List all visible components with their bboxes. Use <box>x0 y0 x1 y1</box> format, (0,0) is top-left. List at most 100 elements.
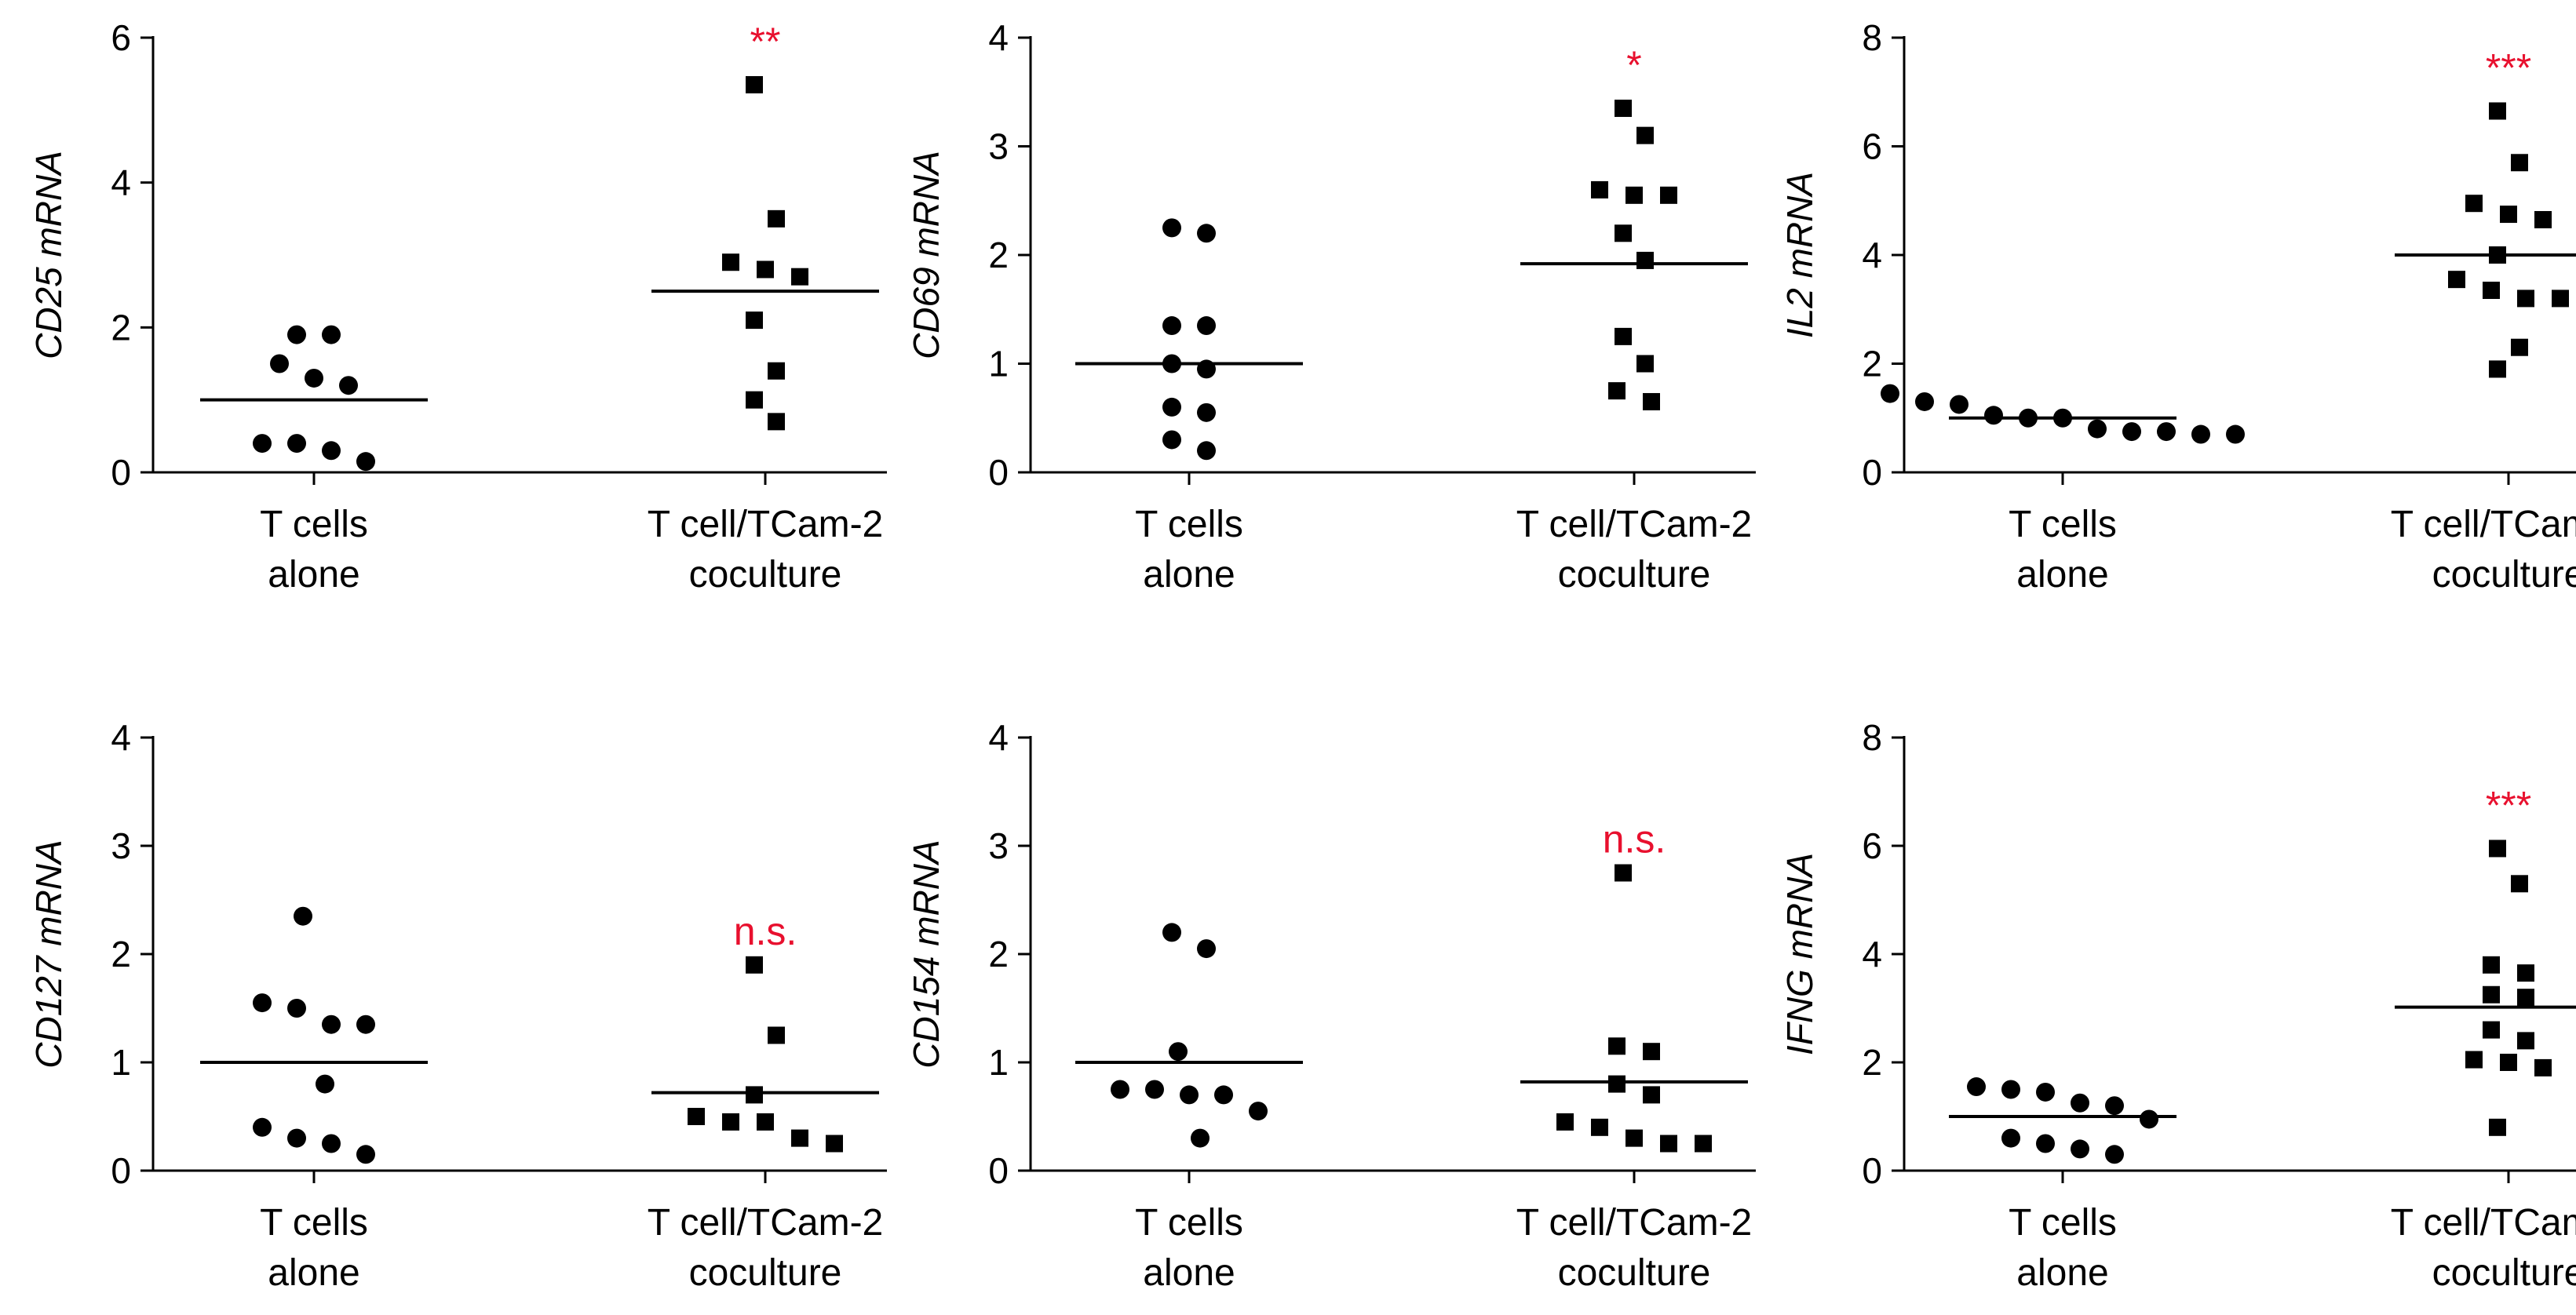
x-tick-label: coculture <box>1558 1252 1711 1294</box>
data-point <box>1214 1085 1233 1105</box>
y-tick-label: 4 <box>111 717 131 758</box>
data-point <box>1162 397 1181 417</box>
data-point <box>2001 1128 2020 1148</box>
data-point <box>339 376 358 395</box>
data-point <box>1145 1080 1164 1099</box>
data-point <box>2483 956 2500 974</box>
x-tick-label: T cell/TCam-2 <box>648 504 884 545</box>
data-point <box>1197 224 1216 243</box>
data-point <box>2105 1145 2124 1164</box>
data-point <box>722 1113 739 1131</box>
y-tick-label: 2 <box>1862 1042 1882 1083</box>
y-tick-label: 1 <box>111 1042 131 1083</box>
x-tick-label: coculture <box>2432 1252 2576 1294</box>
data-point <box>768 209 785 228</box>
data-point <box>1180 1085 1199 1105</box>
data-point <box>1162 923 1181 942</box>
x-tick-label: T cells <box>2009 504 2117 545</box>
data-point <box>287 1128 306 1148</box>
data-point <box>305 368 323 388</box>
data-point <box>2122 422 2141 442</box>
y-tick-label: 1 <box>988 344 1009 384</box>
data-point <box>1162 218 1181 238</box>
data-point <box>768 1026 785 1044</box>
data-point <box>2191 424 2210 444</box>
data-point <box>826 1135 843 1153</box>
data-point <box>1636 251 1654 269</box>
data-point <box>1660 1135 1677 1153</box>
y-tick-label: 8 <box>1862 17 1882 58</box>
y-tick-label: 2 <box>111 307 131 348</box>
data-point <box>1984 406 2003 425</box>
data-point <box>2088 419 2107 439</box>
data-point <box>1197 939 1216 959</box>
y-tick-label: 1 <box>988 1042 1009 1083</box>
x-tick-label: T cell/TCam-2 <box>2391 1202 2576 1244</box>
data-point <box>1636 126 1654 144</box>
data-point <box>2483 1021 2500 1039</box>
y-tick-label: 4 <box>111 162 131 203</box>
data-point <box>2036 1082 2055 1102</box>
data-point <box>322 441 341 461</box>
data-point <box>2517 1032 2534 1050</box>
data-point <box>746 1086 763 1104</box>
data-point <box>2105 1096 2124 1116</box>
data-point <box>1615 327 1632 345</box>
data-point <box>2465 1051 2483 1069</box>
y-tick-label: 0 <box>111 452 131 493</box>
data-point <box>2489 102 2506 120</box>
data-point <box>1608 1037 1626 1055</box>
x-tick-label: T cell/TCam-2 <box>2391 504 2576 545</box>
x-tick-label: T cells <box>260 504 368 545</box>
y-tick-label: 6 <box>1862 126 1882 167</box>
data-point <box>746 311 763 330</box>
data-point <box>1191 1128 1210 1148</box>
x-tick-label: alone <box>2016 1252 2108 1294</box>
data-point <box>757 1113 774 1131</box>
y-tick-label: 4 <box>988 717 1009 758</box>
data-point <box>746 76 763 94</box>
panel-5: 0 1 2 3 4 CD154 mRNA T cells alone T cell/TCam-2… <box>906 717 1756 1294</box>
data-point <box>2534 210 2552 228</box>
y-tick-label: 6 <box>111 17 131 58</box>
data-point <box>1915 392 1934 411</box>
data-point <box>2500 1054 2517 1071</box>
y-axis-label: CD154 mRNA <box>906 840 947 1068</box>
x-tick-label: T cells <box>1135 1202 1243 1244</box>
data-point <box>1643 1043 1660 1061</box>
data-point <box>1660 186 1677 204</box>
panel-4: 0 1 2 3 4 CD127 mRNA T cells alone T cell/TCam-2… <box>28 717 887 1294</box>
data-point <box>1950 395 1968 414</box>
data-point <box>356 452 375 472</box>
data-point <box>322 1014 341 1034</box>
panel-6: 0 2 4 6 8 IFNG mRNA T cells alone T cell/TCam-2 c… <box>1779 717 2576 1294</box>
y-tick-label: 4 <box>1862 934 1882 974</box>
data-point <box>2489 840 2506 858</box>
data-point <box>322 1134 341 1153</box>
data-point <box>294 906 312 926</box>
y-tick-label: 0 <box>988 1150 1009 1191</box>
data-point <box>688 1108 705 1125</box>
data-point <box>791 268 808 286</box>
data-point <box>1197 316 1216 336</box>
data-point <box>2071 1139 2089 1159</box>
y-tick-label: 2 <box>988 235 1009 275</box>
data-point <box>2465 195 2483 213</box>
data-point <box>253 1117 272 1137</box>
data-point <box>1162 430 1181 450</box>
y-tick-label: 6 <box>1862 825 1882 866</box>
data-point <box>1626 1129 1643 1147</box>
panel-1: 0 2 4 6 CD25 mRNA T cells alone T cell/TCam-2 co… <box>28 17 887 596</box>
x-tick-label: T cell/TCam-2 <box>1516 504 1753 545</box>
data-point <box>1636 355 1654 373</box>
data-point <box>2036 1134 2055 1153</box>
data-point <box>791 1129 808 1147</box>
y-tick-label: 2 <box>988 934 1009 974</box>
data-point <box>2483 282 2500 300</box>
x-tick-label: T cell/TCam-2 <box>648 1202 884 1244</box>
data-point <box>270 354 289 373</box>
data-point <box>1249 1102 1268 1121</box>
y-tick-label: 2 <box>1862 344 1882 384</box>
y-tick-label: 0 <box>988 452 1009 493</box>
